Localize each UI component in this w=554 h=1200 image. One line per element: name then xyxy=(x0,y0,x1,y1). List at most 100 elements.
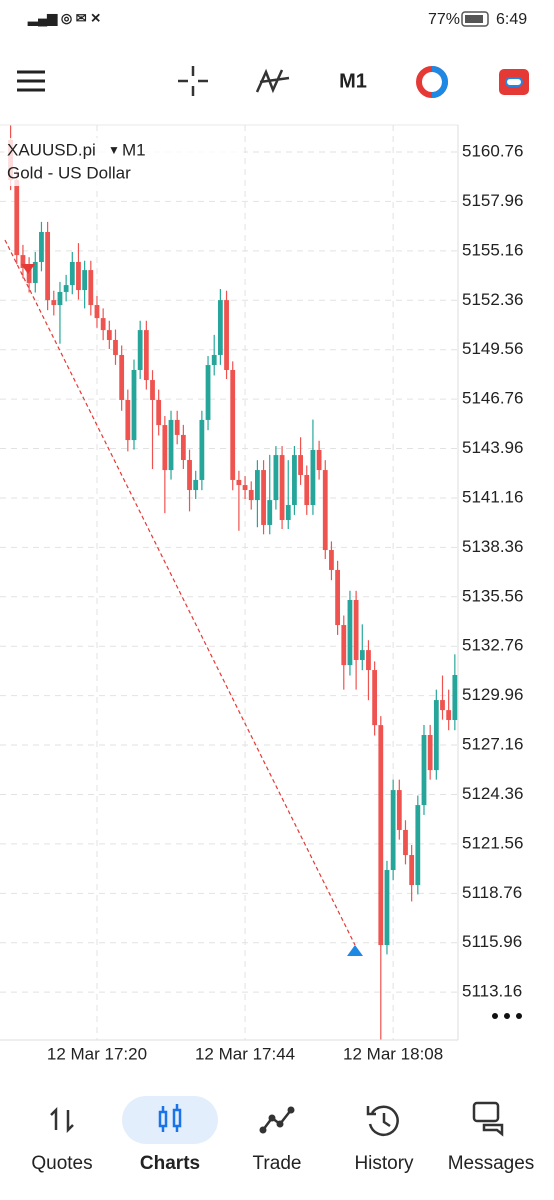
nav-tab[interactable]: History xyxy=(354,1153,414,1174)
candle-body xyxy=(82,270,88,291)
symbol[interactable]: XAUUSD.pi xyxy=(7,140,96,159)
more-button[interactable] xyxy=(492,1013,522,1019)
candle-body xyxy=(168,419,174,471)
candle-body xyxy=(94,305,100,319)
candle-body xyxy=(359,650,365,660)
candle-body xyxy=(193,479,199,491)
candle-body xyxy=(119,354,125,400)
candle-body xyxy=(88,270,94,306)
candle-body xyxy=(51,300,57,306)
candle-body xyxy=(316,449,322,471)
candle-body xyxy=(341,625,347,666)
candle-body xyxy=(452,674,458,720)
candle-body xyxy=(372,670,378,726)
y-tick-label: 5132.76 xyxy=(462,636,523,655)
y-tick-label: 5143.96 xyxy=(462,438,523,457)
y-tick-label: 5127.16 xyxy=(462,735,523,754)
menu-button[interactable] xyxy=(17,70,45,92)
nav-tab[interactable]: Trade xyxy=(253,1153,302,1174)
indicators-button[interactable] xyxy=(255,68,290,94)
symbol-dropdown[interactable]: ▼ xyxy=(108,143,120,157)
candle-body xyxy=(292,455,297,506)
candle-body xyxy=(143,330,149,381)
candle-body xyxy=(396,790,402,830)
candle-body xyxy=(217,300,223,355)
battery-level: 77% xyxy=(428,11,460,28)
candle-body xyxy=(20,255,26,268)
trade-icon xyxy=(259,1106,295,1134)
candle-body xyxy=(205,365,211,420)
nav-tab[interactable]: Messages xyxy=(448,1153,535,1174)
candle-body xyxy=(446,710,452,720)
candle-body xyxy=(255,470,260,501)
symbol-box xyxy=(4,138,244,186)
y-tick-label: 5146.76 xyxy=(462,389,523,408)
candle-body xyxy=(440,700,445,711)
candle-body xyxy=(100,318,106,331)
candle-body xyxy=(322,470,328,551)
x-tick-label: 12 Mar 18:08 xyxy=(343,1044,443,1063)
y-tick-label: 5129.96 xyxy=(462,685,523,704)
candle-body xyxy=(187,460,192,491)
nav-tab[interactable]: Quotes xyxy=(31,1153,92,1174)
candle-body xyxy=(32,261,38,283)
x-tick-label: 12 Mar 17:20 xyxy=(47,1044,147,1063)
candle-body xyxy=(403,829,408,856)
candle-body xyxy=(125,399,131,441)
y-tick-label: 5115.96 xyxy=(462,932,522,951)
candle-body xyxy=(298,455,303,476)
x-tick-label: 12 Mar 17:44 xyxy=(195,1044,295,1063)
candle-body xyxy=(335,569,341,626)
candle-body xyxy=(310,449,316,506)
candle-body xyxy=(224,300,229,370)
sell-marker xyxy=(21,264,35,274)
candle-body xyxy=(236,479,242,486)
y-tick-label: 5138.36 xyxy=(462,537,523,556)
candle-body xyxy=(156,399,162,426)
y-tick-label: 5160.76 xyxy=(462,141,523,160)
candle-body xyxy=(421,735,427,806)
candle-body xyxy=(199,419,205,480)
history-icon xyxy=(366,1105,399,1137)
candle-body xyxy=(14,180,20,256)
candle-body xyxy=(162,425,168,471)
y-tick-label: 5118.76 xyxy=(462,883,522,902)
candle-body xyxy=(76,261,81,291)
y-tick-label: 5149.56 xyxy=(462,339,523,358)
candle-body xyxy=(353,599,359,660)
candle-body xyxy=(106,330,112,340)
y-tick-label: 5155.16 xyxy=(462,240,523,259)
candle-body xyxy=(131,369,137,441)
candle-body xyxy=(39,231,44,262)
clock: 6:49 xyxy=(496,11,527,28)
y-tick-label: 5141.16 xyxy=(462,487,523,506)
candle-body xyxy=(26,267,32,283)
nav-tab[interactable]: Charts xyxy=(140,1153,200,1174)
candle-body xyxy=(304,475,310,506)
candle-body xyxy=(113,339,118,355)
candle-body xyxy=(45,231,51,301)
y-tick-label: 5157.96 xyxy=(462,191,523,210)
candle-body xyxy=(384,870,390,946)
y-tick-label: 5124.36 xyxy=(462,784,523,803)
timeframe-button[interactable]: M1 xyxy=(339,70,367,92)
candle-body xyxy=(390,790,396,871)
candle-body xyxy=(242,485,248,491)
candle-body xyxy=(150,380,155,400)
chart xyxy=(0,125,458,1040)
candle-body xyxy=(63,285,69,292)
candle-body xyxy=(180,434,186,461)
battery-fill xyxy=(465,15,483,23)
candle-body xyxy=(261,470,266,525)
candle-body xyxy=(273,455,279,501)
candle-body xyxy=(230,369,236,480)
candle-body xyxy=(248,490,254,501)
candle-body xyxy=(378,725,384,946)
crosshair-button[interactable] xyxy=(178,66,208,96)
candle-body xyxy=(69,261,75,286)
candle-body xyxy=(366,650,371,671)
candle-body xyxy=(409,855,415,886)
candle-body xyxy=(279,455,285,521)
active-tab-pill xyxy=(122,1096,218,1144)
